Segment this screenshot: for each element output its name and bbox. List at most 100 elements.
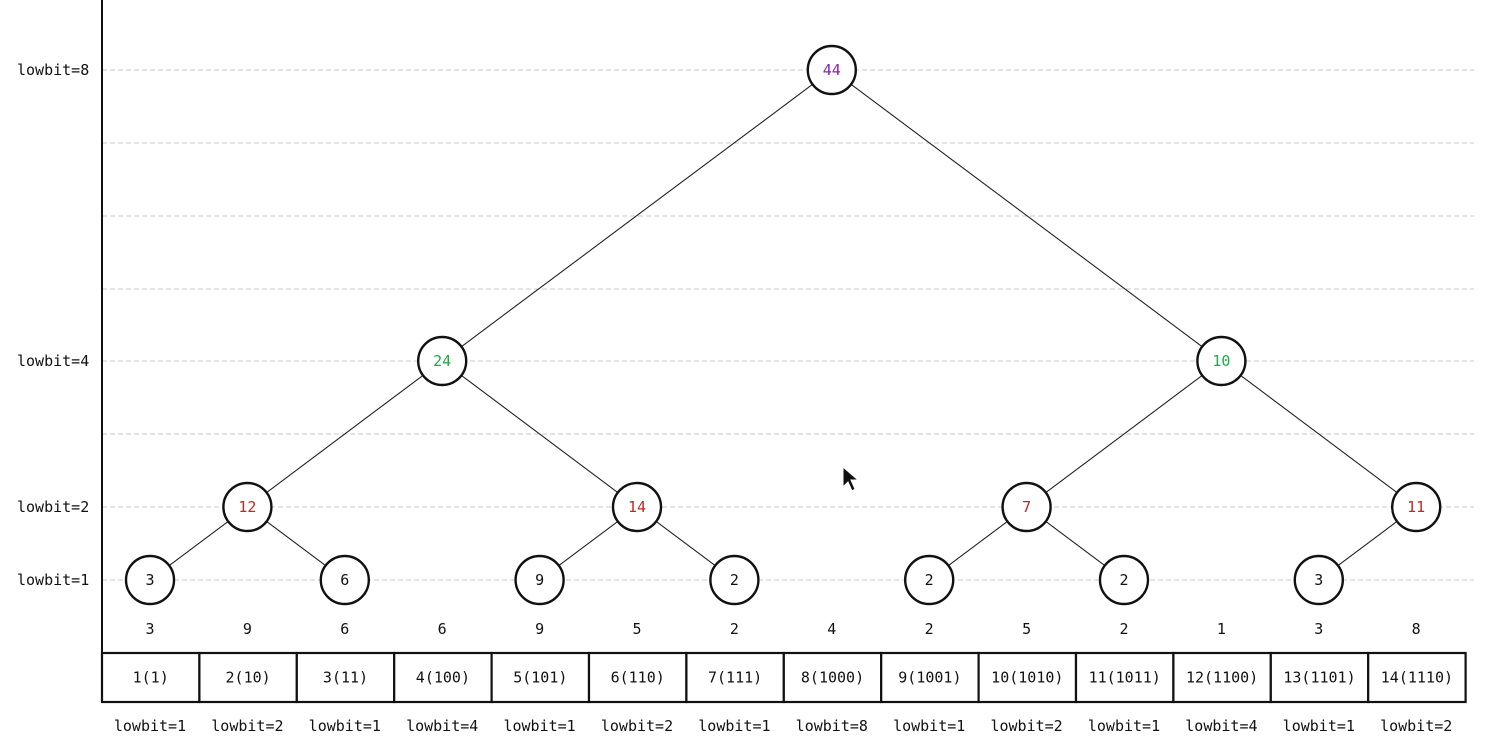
tree-node: 44 [806,44,857,96]
tree-node-value: 7 [1022,498,1031,516]
index-cell[interactable]: 8(1000) [782,651,883,704]
array-value: 5 [1022,620,1031,638]
lowbit-label: lowbit=8 [796,717,868,735]
tree-node-value: 2 [925,571,934,589]
index-cell[interactable]: 1(1) [100,651,201,704]
lowbit-label: lowbit=2 [211,717,283,735]
lowbit-label: lowbit=1 [114,717,186,735]
index-cell-label: 12(1100) [1186,669,1258,687]
tree-edge [266,520,326,567]
tree-node-circle [222,481,273,533]
tree-node-value: 24 [433,352,451,370]
tree-node: 3 [124,554,176,606]
lowbit-label: lowbit=2 [1380,717,1452,735]
tree-edges [168,83,1398,567]
tree-node-circle [1001,481,1052,533]
array-value: 9 [535,620,544,638]
array-value: 6 [438,620,447,638]
tree-node: 6 [319,554,370,606]
tree-edge [461,83,813,348]
index-cell-label: 1(1) [133,669,169,687]
tree-node-circle [514,554,565,606]
index-cell-box [198,651,298,704]
array-value: 3 [1314,620,1323,638]
tree-node-value: 3 [145,571,154,589]
level-label: lowbit=4 [17,352,89,370]
array-value: 2 [925,620,934,638]
array-value: 4 [827,620,836,638]
array-value: 9 [243,620,252,638]
tree-edge [266,374,424,494]
tree-node: 7 [1001,481,1052,533]
tree-node-value: 14 [628,498,646,516]
index-cell-box [782,651,883,704]
index-cell-label: 9(1001) [898,669,961,687]
index-cell[interactable]: 10(1010) [977,651,1078,704]
index-cell[interactable]: 11(1011) [1074,651,1175,704]
tree-node: 24 [417,335,468,387]
tree-edge [1337,520,1398,567]
tree-nodes: 44 24 10 12 14 7 11 3 6 9 2 2 2 3 [124,44,1442,606]
index-cell[interactable]: 14(1110) [1367,651,1467,704]
tree-edge [1240,374,1398,494]
index-cell-label: 2(10) [226,669,271,687]
level-label: lowbit=1 [17,571,89,589]
tree-node: 2 [1098,554,1150,606]
tree-node-circle [1098,554,1150,606]
tree-node-value: 2 [730,571,739,589]
grid-lines [102,69,1474,581]
tree-node-value: 2 [1119,571,1128,589]
tree-edge [1045,520,1106,567]
level-labels: lowbit=8 lowbit=4 lowbit=2 lowbit=1 [17,61,89,589]
tree-node-circle [1196,335,1247,387]
array-value: 5 [632,620,641,638]
index-cell[interactable]: 5(101) [490,651,591,704]
tree-node-value: 3 [1314,571,1323,589]
tree-node-value: 9 [535,571,544,589]
index-cell[interactable]: 2(10) [198,651,298,704]
index-cell[interactable]: 9(1001) [880,651,980,704]
tree-node-value: 12 [238,498,256,516]
index-cell[interactable]: 4(100) [393,651,493,704]
index-cell-box [1074,651,1175,704]
lowbit-label: lowbit=1 [893,717,965,735]
tree-node: 2 [709,554,760,606]
tree-node-circle [806,44,857,96]
tree-node-circle [124,554,176,606]
index-cell-box [685,651,785,704]
lowbit-label: lowbit=1 [1088,717,1160,735]
tree-edge [461,374,619,494]
lowbit-label: lowbit=4 [406,717,478,735]
tree-edge [168,520,229,567]
index-cell-box [977,651,1078,704]
tree-node-circle [1390,481,1442,533]
index-cell-label: 10(1010) [991,669,1063,687]
level-label: lowbit=2 [17,498,89,516]
index-cell-box [100,651,201,704]
tree-node-value: 11 [1407,498,1425,516]
index-cell-label: 6(110) [611,669,665,687]
lowbit-label: lowbit=2 [601,717,673,735]
lowbit-label: lowbit=2 [990,717,1062,735]
tree-node-circle [904,554,955,606]
tree-node-circle [417,335,468,387]
index-cell-box [1269,651,1370,704]
index-cell[interactable]: 12(1100) [1172,651,1272,704]
index-cell-label: 13(1101) [1283,669,1355,687]
index-cell-label: 5(101) [513,669,567,687]
index-cell[interactable]: 7(111) [685,651,785,704]
tree-node-value: 44 [823,61,841,79]
index-cells-row[interactable]: 1(1) 2(10) 3(11) 4(100) 5(101) 6(110) 7(111) 8(… [100,651,1467,704]
index-cell[interactable]: 6(110) [587,651,688,704]
tree-node-circle [1293,554,1345,606]
index-cell-label: 3(11) [323,669,368,687]
tree-node: 10 [1196,335,1247,387]
lowbit-label: lowbit=1 [698,717,770,735]
array-value: 1 [1217,620,1226,638]
tree-node-circle [709,554,760,606]
index-cell[interactable]: 3(11) [295,651,396,704]
tree-edge [558,520,619,567]
index-cell[interactable]: 13(1101) [1269,651,1370,704]
